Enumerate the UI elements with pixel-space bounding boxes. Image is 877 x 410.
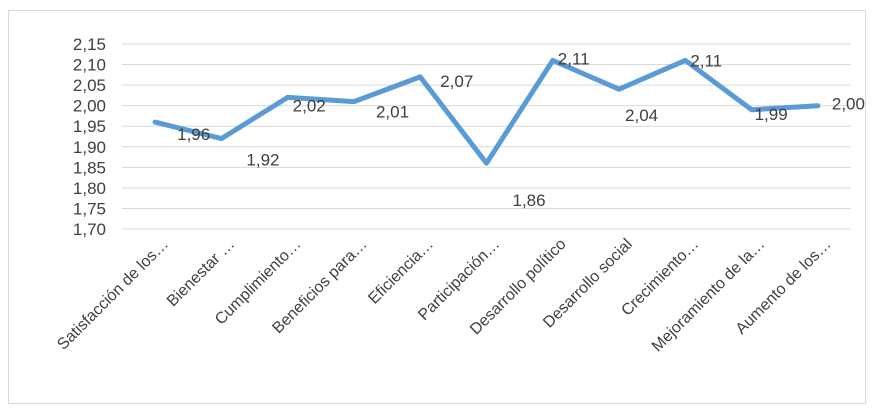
y-tick-label: 1,95 <box>73 117 106 136</box>
data-label: 1,99 <box>755 105 788 124</box>
y-tick-label: 2,05 <box>73 76 106 95</box>
data-label: 2,11 <box>690 51 722 70</box>
data-label: 1,86 <box>513 191 546 210</box>
y-axis-ticks: 1,70 1,751,80 1,851,90 1,952,00 2,052,10 2,15 <box>73 35 106 239</box>
data-label: 1,92 <box>246 151 279 170</box>
x-axis-categories: Satisfacción de los…Bienestar …Cumplimie… <box>54 236 834 356</box>
chart-frame <box>8 10 866 404</box>
data-label: 2,00 <box>832 95 865 114</box>
data-label: 1,96 <box>177 125 210 144</box>
x-category-label: Bienestar … <box>164 236 238 310</box>
x-category-label: Mejoramiento de la… <box>649 236 769 356</box>
x-category-label: Eficiencia… <box>365 236 437 308</box>
data-label: 2,01 <box>376 103 409 122</box>
data-label: 2,04 <box>625 106 658 125</box>
gridlines <box>122 43 851 230</box>
x-category-label: Satisfacción de los… <box>54 236 172 354</box>
data-label: 2,11 <box>558 49 590 68</box>
y-tick-label: 1,85 <box>73 158 106 177</box>
y-tick-label: 2,10 <box>73 56 106 75</box>
data-label: 2,02 <box>293 96 326 115</box>
y-tick-label: 1,80 <box>73 179 106 198</box>
y-tick-label: 2,15 <box>73 35 106 54</box>
y-tick-label: 1,75 <box>73 199 106 218</box>
series-line <box>152 57 821 166</box>
series-line-path <box>152 57 821 166</box>
y-tick-label: 1,70 <box>73 220 106 239</box>
data-label: 2,07 <box>440 72 473 91</box>
y-tick-label: 1,90 <box>73 138 106 157</box>
y-tick-label: 2,00 <box>73 97 106 116</box>
data-labels: 1,96 1,92 2,02 2,01 2,07 1,86 2,11 2,04 2,11 1,99… <box>177 49 865 210</box>
